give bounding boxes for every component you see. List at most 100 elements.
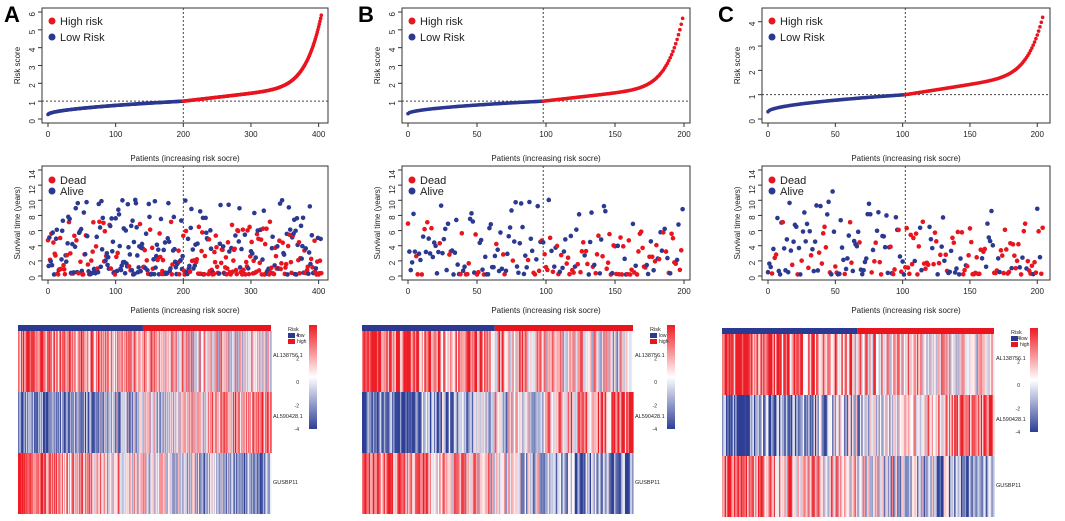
color-key-label: -4 xyxy=(1016,430,1021,436)
heatmap-cell xyxy=(144,331,147,392)
color-key-label: 2 xyxy=(1017,360,1020,366)
heatmap-cell xyxy=(367,331,370,392)
heatmap-cell xyxy=(538,392,541,453)
alive-point xyxy=(563,237,568,242)
alive-point xyxy=(830,189,835,194)
heatmap-cell xyxy=(240,453,242,514)
heatmap-cell xyxy=(130,331,132,392)
heatmap-cell xyxy=(119,453,121,514)
heatmap-cell xyxy=(242,392,245,453)
heatmap-cell xyxy=(942,334,945,395)
heatmap-cell xyxy=(959,334,962,395)
alive-point xyxy=(824,212,830,217)
heatmap-cell xyxy=(781,395,784,456)
color-key-label: -2 xyxy=(653,404,658,410)
heatmap-cell xyxy=(951,395,954,456)
heatmap-cell xyxy=(731,456,734,517)
heatmap-cell xyxy=(626,453,629,514)
heatmap-cell xyxy=(172,392,175,453)
heatmap-cell xyxy=(109,392,111,453)
heatmap-cell xyxy=(525,453,528,514)
heatmap-cell xyxy=(77,331,80,392)
heatmap-cell xyxy=(852,456,854,517)
heatmap-cell xyxy=(109,392,112,453)
heatmap-cell xyxy=(725,395,728,456)
heatmap-cell xyxy=(412,331,415,392)
high-risk-point xyxy=(676,32,681,37)
heatmap-cell xyxy=(226,392,228,453)
heatmap-cell xyxy=(976,395,979,456)
heatmap-cell xyxy=(136,331,138,392)
group-low-swatch xyxy=(288,333,295,338)
heatmap-cell xyxy=(137,392,139,453)
heatmap-cell xyxy=(58,392,60,453)
high-risk-point xyxy=(669,52,674,57)
alive-point xyxy=(105,262,110,268)
heatmap-cell xyxy=(733,395,736,456)
group-high-swatch xyxy=(288,339,295,344)
dead-point xyxy=(873,240,879,245)
heatmap-cell xyxy=(740,456,743,517)
heatmap-cell xyxy=(386,453,389,514)
heatmap-cell xyxy=(805,334,808,395)
heatmap-cell xyxy=(67,453,69,514)
heatmap-cell xyxy=(573,392,576,453)
legend-alive-label: Alive xyxy=(420,186,444,198)
heatmap-cell xyxy=(251,392,253,453)
heatmap-cell xyxy=(421,331,424,392)
heatmap-cell xyxy=(129,331,132,392)
heatmap-cell xyxy=(92,453,95,514)
heatmap-cell xyxy=(76,453,78,514)
heatmap-cell xyxy=(891,395,894,456)
heatmap-cell xyxy=(748,395,751,456)
heatmap-cell xyxy=(566,453,569,514)
high-risk-point xyxy=(1035,33,1040,37)
heatmap-cell xyxy=(934,334,937,395)
heatmap-cell xyxy=(760,334,763,395)
heatmap-cell xyxy=(179,453,182,514)
heatmap-cell xyxy=(262,331,264,392)
heatmap-cell xyxy=(119,453,122,514)
dead-point xyxy=(502,271,507,277)
heatmap-cell xyxy=(983,334,986,395)
heatmap-cell xyxy=(485,392,488,453)
heatmap-cell xyxy=(32,453,35,514)
heatmap-cell xyxy=(798,334,801,395)
heatmap-cell xyxy=(59,392,61,453)
alive-point xyxy=(110,239,116,245)
heatmap-cell xyxy=(366,331,369,392)
alive-point xyxy=(505,251,510,257)
risk-bar-high xyxy=(494,325,633,331)
heatmap-cell xyxy=(619,453,622,514)
heatmap-cell xyxy=(108,453,110,514)
heatmap-cell xyxy=(31,392,33,453)
heatmap-cell xyxy=(56,392,58,453)
heatmap-cell xyxy=(448,453,451,514)
alive-point xyxy=(218,202,223,208)
heatmap-cell xyxy=(41,453,43,514)
heatmap-cell xyxy=(92,392,95,453)
heatmap-cell xyxy=(122,331,125,392)
heatmap-cell xyxy=(79,392,81,453)
alive-point xyxy=(445,221,451,227)
alive-point xyxy=(667,271,673,276)
heatmap-cell xyxy=(67,453,70,514)
heatmap-cell xyxy=(874,456,877,517)
heatmap-cell xyxy=(508,392,511,453)
y-tick-label: 1 xyxy=(388,101,397,106)
heatmap-cell xyxy=(547,331,550,392)
heatmap-cell xyxy=(56,392,58,453)
heatmap-cell xyxy=(239,331,241,392)
heatmap-cell xyxy=(852,395,854,456)
dead-point xyxy=(224,266,230,271)
heatmap-cell xyxy=(567,392,570,453)
heatmap-cell xyxy=(33,453,35,514)
alive-point xyxy=(129,267,135,273)
heatmap-cell xyxy=(94,331,96,392)
heatmap-cell xyxy=(517,331,520,392)
heatmap-cell xyxy=(887,334,890,395)
heatmap-cell xyxy=(213,392,215,453)
heatmap-cell xyxy=(763,456,766,517)
alive-point xyxy=(133,200,139,206)
heatmap-cell xyxy=(432,453,435,514)
